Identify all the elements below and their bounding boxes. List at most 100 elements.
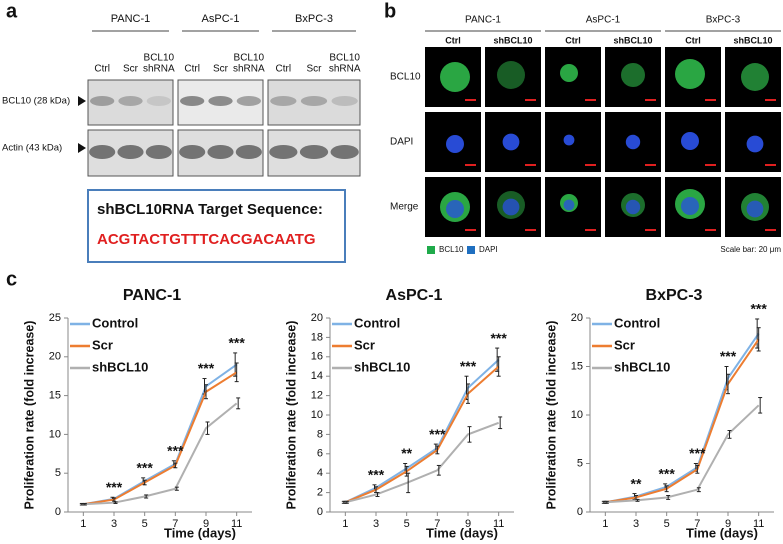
x-tick-label: 11 — [231, 518, 242, 530]
nucleus-stain — [681, 197, 699, 215]
lane-label: BCL10 — [144, 53, 175, 64]
y-tick-label: 10 — [49, 428, 61, 440]
cell-line: PANC-1 — [465, 15, 501, 26]
error-bar — [727, 430, 732, 439]
y-tick-label: 10 — [311, 409, 323, 421]
error-bar — [726, 373, 730, 395]
condition: Ctrl — [445, 35, 461, 45]
significance: *** — [368, 467, 385, 483]
legend-label: Scr — [92, 337, 113, 352]
error-bar — [496, 356, 501, 377]
nucleus-stain — [746, 200, 764, 218]
nucleus-stain — [446, 135, 464, 153]
y-axis-label: Proliferation rate (fold increase) — [22, 321, 36, 510]
panel-label: c — [6, 268, 17, 290]
arrow — [78, 143, 86, 153]
y-tick-label: 12 — [311, 390, 323, 402]
row-label: DAPI — [390, 137, 413, 148]
error-bar — [112, 497, 116, 502]
x-tick-label: 11 — [753, 518, 764, 530]
x-tick-label: 5 — [142, 518, 148, 530]
series-line — [83, 371, 238, 506]
lane-label: Scr — [213, 64, 229, 75]
legend-swatch — [427, 246, 435, 254]
nucleus-stain — [746, 135, 764, 153]
series-line — [605, 404, 760, 504]
series-line — [344, 358, 500, 504]
error-bar — [466, 383, 470, 404]
error-bar — [758, 397, 763, 414]
sequence: ACGTACTGTTTCACGACAATG — [97, 231, 316, 248]
significance: ** — [401, 445, 412, 461]
sequence-title: shBCL10RNA Target Sequence: — [97, 201, 323, 218]
blot — [267, 79, 361, 126]
cell-stain — [497, 61, 525, 89]
significance: *** — [136, 460, 153, 476]
cell-stain — [440, 62, 470, 92]
y-tick-label: 5 — [577, 457, 583, 469]
y-tick-label: 4 — [317, 467, 323, 479]
chart-title: BxPC-3 — [646, 287, 703, 304]
panel-label: a — [6, 0, 18, 22]
legend-label: shBCL10 — [92, 359, 148, 374]
significance: *** — [460, 358, 477, 374]
legend-label: DAPI — [479, 245, 498, 254]
y-tick-label: 14 — [311, 370, 323, 382]
error-bar — [344, 500, 349, 504]
x-tick-label: 9 — [725, 518, 731, 530]
lane-label: BCL10 — [234, 53, 265, 64]
y-tick-label: 5 — [55, 467, 61, 479]
error-bar — [204, 384, 208, 400]
blot — [177, 79, 264, 126]
error-bar — [174, 486, 179, 491]
condition: shBCL10 — [493, 35, 532, 45]
x-tick-label: 3 — [111, 518, 117, 530]
error-bar — [144, 494, 149, 499]
x-tick-label: 9 — [465, 518, 471, 530]
y-tick-label: 6 — [317, 448, 323, 460]
error-bar — [142, 479, 147, 486]
row-label: BCL10 — [390, 72, 421, 83]
cell-line: BxPC-3 — [295, 13, 333, 25]
blot — [267, 129, 361, 177]
lane-label: Scr — [307, 64, 323, 75]
x-tick-label: 11 — [493, 518, 504, 530]
x-tick-label: 1 — [342, 518, 348, 530]
error-bar — [435, 445, 440, 455]
error-bar — [756, 327, 761, 352]
y-tick-label: 25 — [49, 312, 61, 324]
error-bar — [375, 492, 380, 497]
legend-label: shBCL10 — [354, 359, 410, 374]
nucleus-stain — [502, 198, 520, 216]
y-tick-label: 10 — [571, 409, 583, 421]
cell-line: BxPC-3 — [706, 15, 741, 26]
y-axis-label: Proliferation rate (fold increase) — [544, 321, 558, 510]
significance: *** — [720, 348, 737, 364]
x-axis-label: Time (days) — [164, 525, 236, 540]
y-tick-label: 0 — [317, 506, 323, 518]
lane-label: shRNA — [143, 64, 175, 75]
y-tick-label: 18 — [311, 331, 323, 343]
x-tick-label: 9 — [203, 518, 209, 530]
chart-title: PANC-1 — [123, 287, 181, 304]
significance: *** — [228, 335, 245, 351]
row-label: Merge — [390, 202, 419, 213]
scale-note: Scale bar: 20 μm — [720, 245, 781, 254]
condition: shBCL10 — [733, 35, 772, 45]
y-tick-label: 15 — [49, 390, 61, 402]
legend-label: shBCL10 — [614, 359, 670, 374]
significance: *** — [658, 466, 675, 482]
error-bar — [236, 397, 241, 410]
chart-title: AsPC-1 — [386, 287, 443, 304]
cell-line: PANC-1 — [111, 13, 151, 25]
legend-label: Control — [614, 315, 660, 330]
error-bar — [498, 416, 503, 430]
significance: *** — [167, 442, 184, 458]
significance: *** — [429, 426, 446, 442]
significance: *** — [490, 330, 507, 346]
x-tick-label: 7 — [694, 518, 700, 530]
nucleus-stain — [625, 134, 641, 150]
error-bar — [234, 362, 239, 383]
legend-label: BCL10 — [439, 245, 464, 254]
lane-label: Ctrl — [184, 64, 200, 75]
